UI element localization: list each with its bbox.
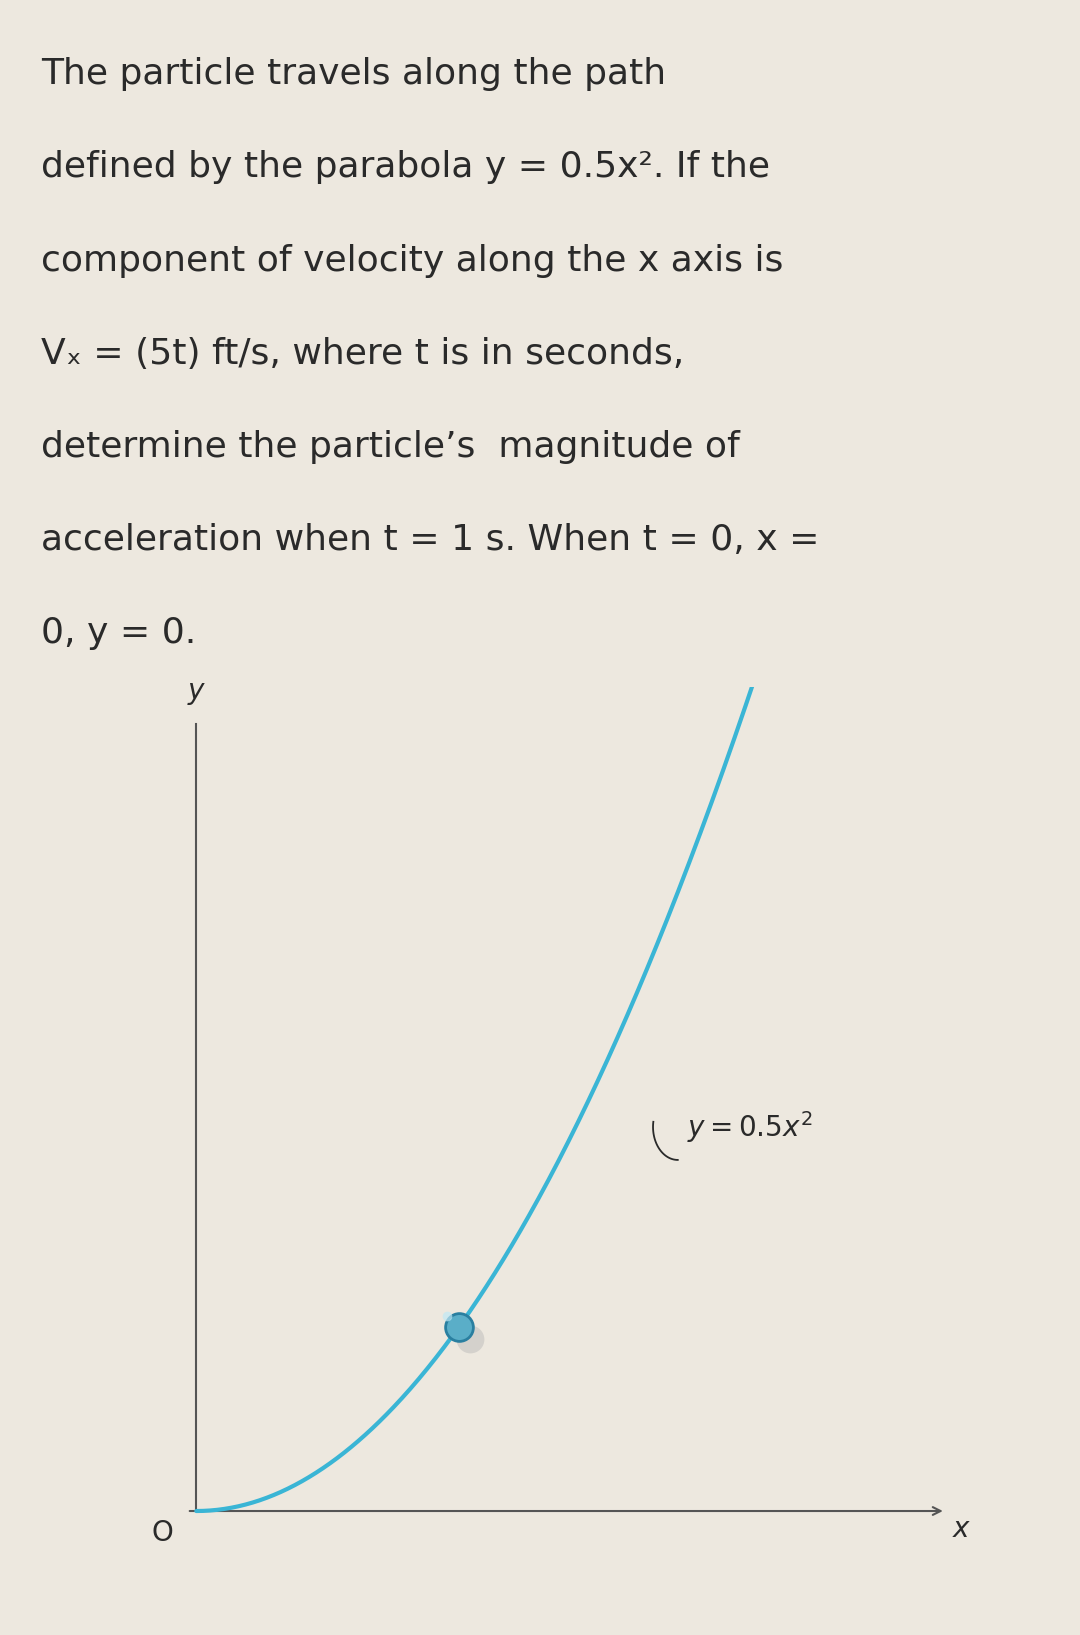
Text: O: O [151, 1519, 174, 1547]
Text: $y = 0.5x^2$: $y = 0.5x^2$ [687, 1109, 812, 1144]
Text: determine the particle’s  magnitude of: determine the particle’s magnitude of [41, 430, 740, 464]
Text: Vₓ = (5t) ft/s, where t is in seconds,: Vₓ = (5t) ft/s, where t is in seconds, [41, 337, 685, 371]
Text: 0, y = 0.: 0, y = 0. [41, 616, 197, 651]
Text: defined by the parabola y = 0.5x². If the: defined by the parabola y = 0.5x². If th… [41, 150, 770, 185]
Text: acceleration when t = 1 s. When t = 0, x =: acceleration when t = 1 s. When t = 0, x… [41, 523, 820, 558]
Text: x: x [953, 1514, 969, 1543]
Text: y: y [188, 677, 204, 705]
Text: The particle travels along the path: The particle travels along the path [41, 57, 666, 92]
Text: component of velocity along the x axis is: component of velocity along the x axis i… [41, 244, 783, 278]
